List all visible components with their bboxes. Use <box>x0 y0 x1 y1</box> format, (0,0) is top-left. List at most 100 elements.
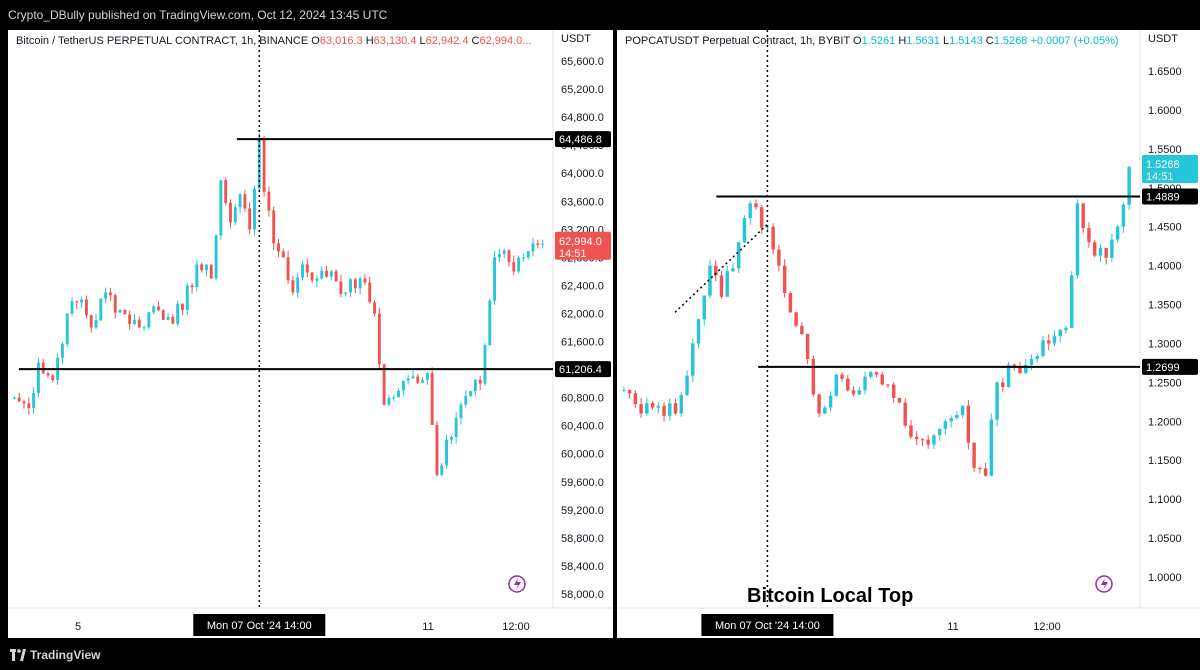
lightning-bolt-glyph <box>1101 578 1108 590</box>
candle-body <box>493 257 497 301</box>
candle-body <box>702 295 706 320</box>
candle-body <box>1018 366 1022 374</box>
candle-body <box>639 404 643 414</box>
candle-body <box>301 264 304 278</box>
candle-body <box>1024 364 1028 374</box>
candle-body <box>823 407 827 414</box>
candle-body <box>152 306 156 313</box>
candle-body <box>1121 204 1126 227</box>
candle-body <box>387 397 391 405</box>
candle-body <box>190 285 194 288</box>
symbol-legend[interactable]: Bitcoin / TetherUS PERPETUAL CONTRACT, 1… <box>16 35 531 47</box>
candle-body <box>794 312 798 326</box>
candle-body <box>1012 364 1017 367</box>
candle-body <box>406 378 410 381</box>
candle-body <box>291 280 295 293</box>
candle-body <box>118 309 122 313</box>
candle-body <box>464 395 468 405</box>
candle-body <box>22 401 26 404</box>
candle-body <box>214 235 218 279</box>
candle-body <box>645 403 649 414</box>
candle-body <box>166 316 170 320</box>
candle-body <box>377 313 381 365</box>
price-tick-label: 62,000.0 <box>561 308 604 320</box>
price-tick-label: 59,600.0 <box>561 477 604 489</box>
candle-body <box>137 319 141 328</box>
candle-body <box>157 306 160 311</box>
candle-body <box>1047 340 1051 344</box>
candle-body <box>679 395 684 414</box>
candle-body <box>325 270 328 277</box>
candle-body <box>353 279 357 289</box>
candle-body <box>650 403 655 408</box>
candle-body <box>857 390 861 395</box>
candle-body <box>497 253 501 258</box>
tradingview-brand: TradingView <box>30 648 101 662</box>
candle-body <box>846 378 850 391</box>
candle-body <box>983 468 988 476</box>
candle-body <box>171 316 175 324</box>
tradingview-logo-icon <box>10 649 26 661</box>
candle-body <box>719 275 724 297</box>
publish-info: Crypto_DBully published on TradingView.c… <box>8 8 388 22</box>
candle-body <box>483 345 487 384</box>
price-tick-label: 1.3000 <box>1148 338 1182 350</box>
candle-body <box>512 262 516 272</box>
candle-body <box>305 264 309 273</box>
price-tick-label: 1.5500 <box>1148 144 1182 156</box>
candle-body <box>243 194 247 209</box>
popcat-chart-panel[interactable]: USDT1.65001.60001.55001.50001.45001.4000… <box>617 30 1200 638</box>
symbol-legend[interactable]: POPCATUSDT Perpetual Contract, 1h, BYBIT… <box>625 35 1119 47</box>
level-price-box <box>1142 358 1198 375</box>
bitcoin-chart-panel[interactable]: USDT65,600.065,200.064,800.064,400.064,0… <box>8 30 613 638</box>
candle-body <box>113 295 117 313</box>
candle-body <box>536 243 540 245</box>
price-tick-label: 61,600.0 <box>561 337 604 349</box>
price-tick-label: 58,800.0 <box>561 533 604 545</box>
candle-body <box>955 415 959 419</box>
level-price-box <box>555 131 611 148</box>
lightning-icon[interactable] <box>1095 575 1113 593</box>
candle-body <box>84 299 88 316</box>
candle-body <box>914 436 919 440</box>
candle-body <box>1098 247 1103 256</box>
lightning-icon[interactable] <box>508 575 526 593</box>
candle-body <box>147 312 151 328</box>
candle-body <box>662 405 666 416</box>
candle-body <box>541 243 545 245</box>
candle-body <box>89 315 93 328</box>
currency-label: USDT <box>1148 33 1178 45</box>
candle-body <box>1069 275 1074 328</box>
candle-body <box>673 403 678 414</box>
candle-body <box>949 418 953 422</box>
candle-body <box>759 207 764 228</box>
level-price-label: 1.4889 <box>1146 191 1180 203</box>
candle-body <box>334 271 338 282</box>
price-tick-label: 1.0500 <box>1148 533 1182 545</box>
candle-body <box>1006 364 1011 387</box>
candle-body <box>897 397 902 403</box>
candle-body <box>219 180 223 236</box>
price-tick-label: 64,800.0 <box>561 112 604 124</box>
candle-body <box>691 343 695 376</box>
candle-body <box>633 393 638 405</box>
candle-body <box>932 435 936 445</box>
candle-body <box>421 379 424 383</box>
candle-body <box>373 302 376 314</box>
candle-body <box>1029 359 1034 365</box>
candle-body <box>262 139 266 192</box>
candle-body <box>397 390 400 398</box>
candle-body <box>60 344 64 358</box>
price-tick-label: 64,000.0 <box>561 168 604 180</box>
candle-body <box>754 203 758 208</box>
candle-body <box>521 257 525 259</box>
candle-body <box>1075 203 1080 276</box>
candle-body <box>449 437 453 440</box>
candle-body <box>209 264 213 279</box>
candle-body <box>943 421 948 429</box>
chart-annotation: Bitcoin Local Top <box>747 585 913 607</box>
candle-body <box>430 373 434 425</box>
candle-body <box>310 272 314 281</box>
candle-body <box>123 309 127 315</box>
candle-body <box>1064 327 1068 330</box>
